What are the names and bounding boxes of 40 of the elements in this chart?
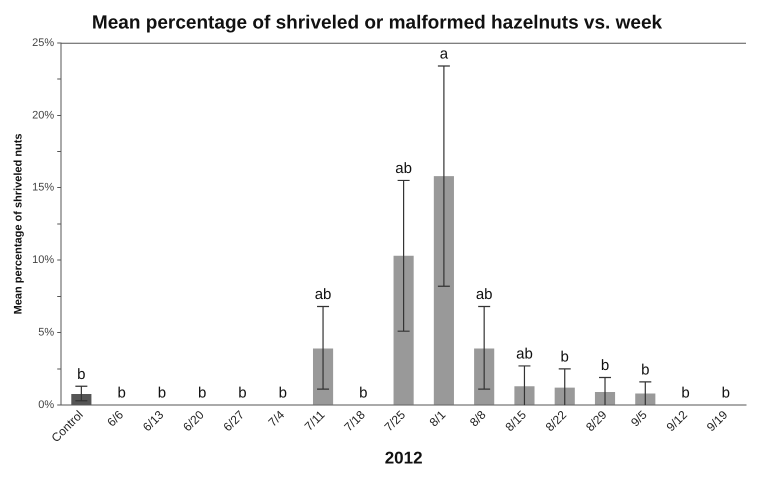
x-tick-label: 9/5 <box>628 407 650 430</box>
annotation: ab <box>314 286 332 304</box>
annotation: b <box>600 357 610 374</box>
x-tick-label: 8/1 <box>426 407 449 430</box>
annotation: b <box>278 384 287 402</box>
y-tick-label: 0% <box>38 399 54 412</box>
annotation: ab <box>476 286 493 304</box>
x-tick-label: 8/29 <box>583 407 610 434</box>
y-tick-label: 20% <box>32 109 54 122</box>
x-tick-label: 9/19 <box>704 407 731 434</box>
annotation: b <box>158 384 166 402</box>
annotation: b <box>198 384 206 402</box>
x-tick-label: 9/12 <box>664 407 690 434</box>
annotation: b <box>238 384 247 402</box>
x-tick-label: 7/11 <box>302 407 328 434</box>
annotation: a <box>440 46 449 63</box>
x-axis-title: 2012 <box>384 448 423 468</box>
y-axis-title: Mean percentage of shriveled nuts <box>12 133 25 314</box>
y-tick-label: 5% <box>38 326 54 339</box>
x-tick-label: 7/4 <box>266 407 288 430</box>
annotation: b <box>359 384 368 402</box>
annotation: b <box>681 384 690 402</box>
annotation: ab <box>395 160 412 178</box>
y-tick-label: 25% <box>32 36 54 49</box>
annotation: b <box>722 384 730 402</box>
x-tick-label: 6/13 <box>140 407 167 434</box>
annotation: b <box>77 366 86 383</box>
x-tick-label: 7/18 <box>341 407 368 434</box>
annotation: b <box>641 362 650 379</box>
x-tick-label: 8/8 <box>466 407 489 430</box>
annotation: b <box>117 384 126 402</box>
x-tick-label: 6/20 <box>180 407 207 434</box>
x-tick-label: 8/22 <box>542 407 570 434</box>
annotation: ab <box>516 346 533 363</box>
annotation: b <box>560 348 569 366</box>
y-tick-label: 10% <box>32 254 54 266</box>
x-tick-label: 7/25 <box>382 407 408 434</box>
y-tick-label: 15% <box>32 182 54 194</box>
x-tick-label: 6/6 <box>104 407 126 430</box>
chart-title: Mean percentage of shriveled or malformed hazelnuts vs. week <box>92 12 663 34</box>
